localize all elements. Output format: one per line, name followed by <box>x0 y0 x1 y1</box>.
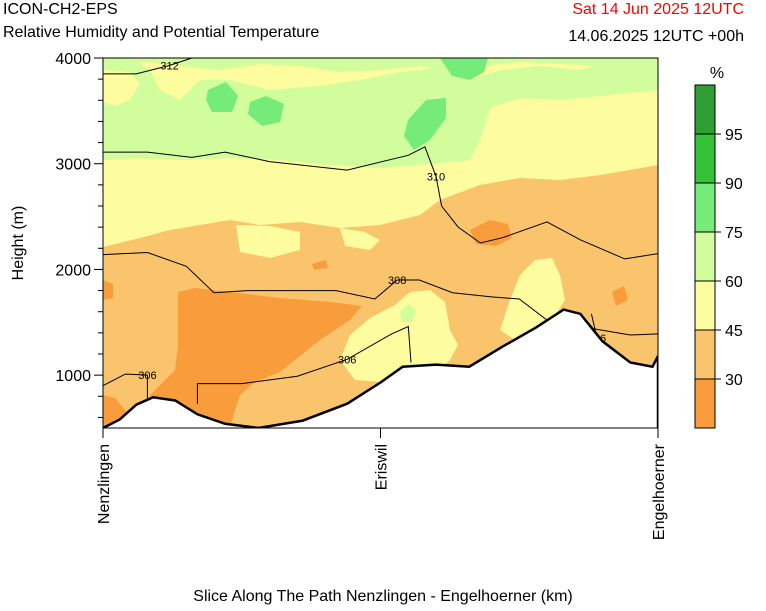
rh-band-60-75 <box>103 58 658 168</box>
colorbar-bin <box>694 182 716 233</box>
rh-band-60-75-top <box>103 58 658 72</box>
y-axis-title: Height (m) <box>10 206 27 281</box>
rh-band-45-60-left <box>103 70 140 106</box>
theta-contour-306 <box>103 373 148 402</box>
rh-band-45-60-ridge <box>340 290 458 382</box>
rh-band-75-90-b <box>248 96 284 126</box>
colorbar-tick-label: 95 <box>725 127 743 144</box>
theta-contour-label: 308 <box>388 275 406 287</box>
colorbar-tick-label: 90 <box>725 176 743 193</box>
colorbar-bin <box>694 231 716 282</box>
rh-band-0-30-center <box>150 288 362 428</box>
rh-band-75-90-d <box>440 58 488 80</box>
theta-contour-label: 312 <box>160 60 178 72</box>
x-tick-label: Nenzlingen <box>96 444 113 524</box>
rh-band-75-90-c <box>404 98 446 150</box>
theta-contour-310 <box>103 146 658 260</box>
y-tick-label: 4000 <box>55 51 91 68</box>
y-tick-label: 2000 <box>55 262 91 279</box>
x-axis: Nenzlingen Eriswil Engelhoerner <box>96 428 668 540</box>
rh-band-75-90-a <box>206 82 238 112</box>
humidity-field: 312310308306306306 <box>103 58 658 428</box>
colorbar-tick-label: 45 <box>725 323 743 340</box>
colorbar-tick-label: 75 <box>725 225 743 242</box>
theta-contour-label: 306 <box>338 354 356 366</box>
colorbar-bin <box>694 133 716 184</box>
run-info: 14.06.2025 12UTC +00h <box>568 28 744 45</box>
theta-contour-312 <box>103 58 192 75</box>
theta-contour-306 <box>196 325 412 404</box>
model-title: ICON-CH2-EPS <box>3 1 118 18</box>
rh-band-0-30-spot <box>470 220 512 246</box>
theta-contour-label: 306 <box>138 370 156 382</box>
colorbar-bin <box>694 84 716 135</box>
colorbar-bin <box>694 378 716 429</box>
rh-band-0-30-spot-3 <box>312 260 328 270</box>
x-axis-title: Slice Along The Path Nenzlingen - Engelh… <box>193 588 573 605</box>
y-tick-label: 3000 <box>55 157 91 174</box>
valid-time: Sat 14 Jun 2025 12UTC <box>572 1 744 18</box>
rh-band-60-75-spot <box>400 304 416 322</box>
rh-band-45-60-top <box>103 58 658 100</box>
theta-contour-label: 310 <box>427 171 445 183</box>
colorbar-tick-label: 30 <box>725 372 743 389</box>
colorbar-bin <box>694 280 716 331</box>
y-tick-label: 1000 <box>55 368 91 385</box>
rh-band-0-30-spot-2 <box>612 286 628 306</box>
colorbar-unit: % <box>710 65 724 82</box>
colorbar-bin <box>694 329 716 380</box>
rh-band-0-30-edge <box>103 280 113 300</box>
x-tick-label: Eriswil <box>374 444 391 490</box>
theta-contours: 312310308306306306 <box>103 58 658 404</box>
terrain-mask <box>103 308 658 428</box>
rh-band-45-60-pocket-2 <box>340 228 380 250</box>
product-title: Relative Humidity and Potential Temperat… <box>3 24 320 41</box>
colorbar-tick-label: 60 <box>725 274 743 291</box>
rh-band-45-60-pocket <box>236 225 300 258</box>
y-axis: 1000 2000 3000 4000 <box>55 51 103 418</box>
colorbar: 30 45 60 75 90 95 <box>694 84 743 429</box>
x-tick-label: Engelhoerner <box>651 443 668 540</box>
